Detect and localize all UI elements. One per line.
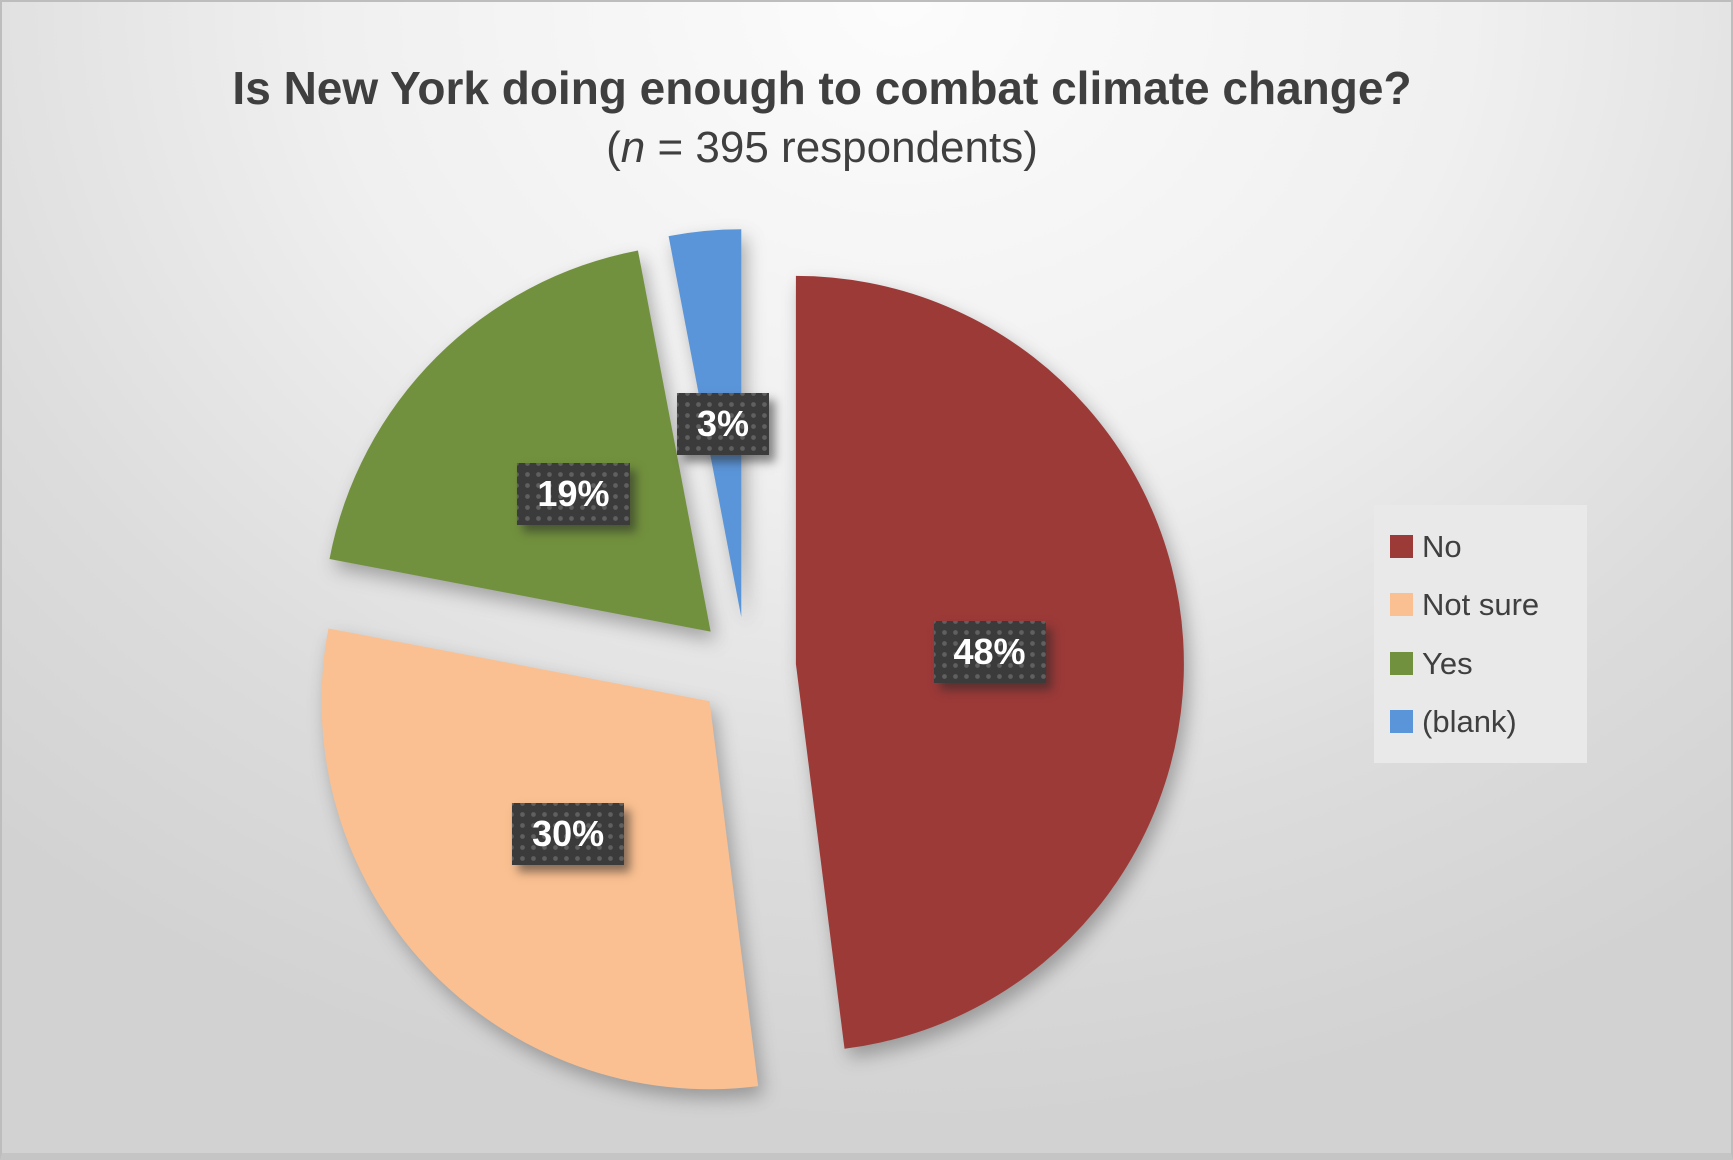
legend: No Not sure Yes (blank) <box>1374 505 1587 763</box>
legend-swatch-blank <box>1390 710 1413 734</box>
legend-item-no: No <box>1390 531 1581 562</box>
legend-label-yes: Yes <box>1422 645 1473 681</box>
chart-title: Is New York doing enough to combat clima… <box>232 62 1412 114</box>
chart-header: Is New York doing enough to combat clima… <box>2 58 1642 176</box>
data-label-not-sure: 30% <box>512 803 625 866</box>
data-label-no: 48% <box>933 620 1046 683</box>
legend-swatch-yes <box>1390 651 1413 675</box>
legend-swatch-no <box>1390 534 1413 558</box>
legend-label-not-sure: Not sure <box>1422 587 1540 623</box>
subtitle-open-paren: ( <box>606 122 621 172</box>
pie-slice-yes <box>329 250 711 632</box>
chart-subtitle: (n = 395 respondents) <box>2 119 1642 176</box>
legend-item-blank: (blank) <box>1390 706 1581 737</box>
legend-label-no: No <box>1422 528 1462 564</box>
data-label-blank: 3% <box>677 393 770 456</box>
legend-item-not-sure: Not sure <box>1390 589 1581 620</box>
legend-item-yes: Yes <box>1390 648 1581 679</box>
subtitle-rest: = 395 respondents) <box>645 122 1038 172</box>
subtitle-n-variable: n <box>620 122 646 172</box>
data-label-yes: 19% <box>517 463 630 526</box>
legend-label-blank: (blank) <box>1422 704 1517 740</box>
legend-swatch-not-sure <box>1390 593 1413 617</box>
